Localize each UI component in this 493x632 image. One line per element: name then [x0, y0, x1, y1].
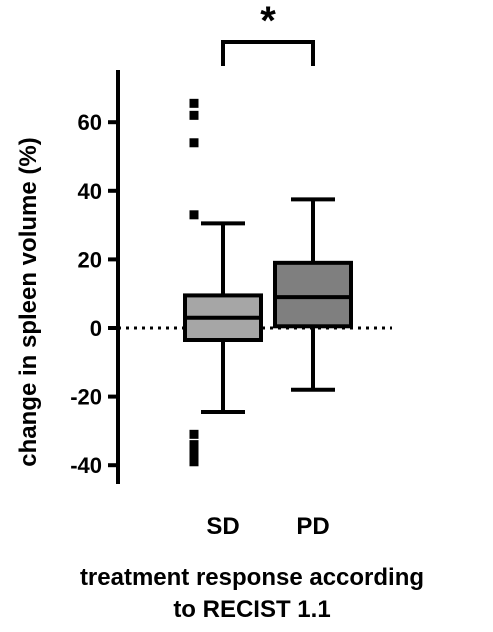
y-tick-label: -20 — [70, 385, 102, 410]
y-tick-label: 40 — [78, 179, 102, 204]
outlier-point — [189, 210, 199, 220]
boxes-group — [183, 98, 353, 467]
significance-group: * — [221, 0, 315, 66]
significance-bracket — [221, 40, 315, 66]
y-tick-label: 20 — [78, 247, 102, 272]
x-labels-group: SD PD — [206, 513, 329, 540]
box-sd — [183, 98, 263, 467]
outlier-point — [189, 138, 199, 148]
outlier-point — [189, 110, 199, 120]
y-tick-label: 0 — [90, 316, 102, 341]
x-axis-title-line-2: to RECIST 1.1 — [173, 596, 330, 623]
significance-star: * — [260, 0, 276, 43]
box-pd — [273, 197, 353, 392]
x-category-label: PD — [296, 513, 329, 540]
x-axis-title-line-1: treatment response according — [80, 564, 424, 591]
y-axis-group: -40 -20 0 20 40 60 — [70, 70, 120, 484]
outlier-point — [189, 448, 199, 458]
y-tick-label: -40 — [70, 453, 102, 478]
y-axis-title: change in spleen volume (%) — [15, 137, 42, 466]
y-tick-label: 60 — [78, 110, 102, 135]
x-category-label: SD — [206, 513, 239, 540]
outlier-point — [189, 429, 199, 439]
outlier-point — [189, 457, 199, 467]
outlier-point — [189, 98, 199, 108]
outlier-point — [189, 440, 199, 450]
iqr-box — [273, 260, 353, 329]
